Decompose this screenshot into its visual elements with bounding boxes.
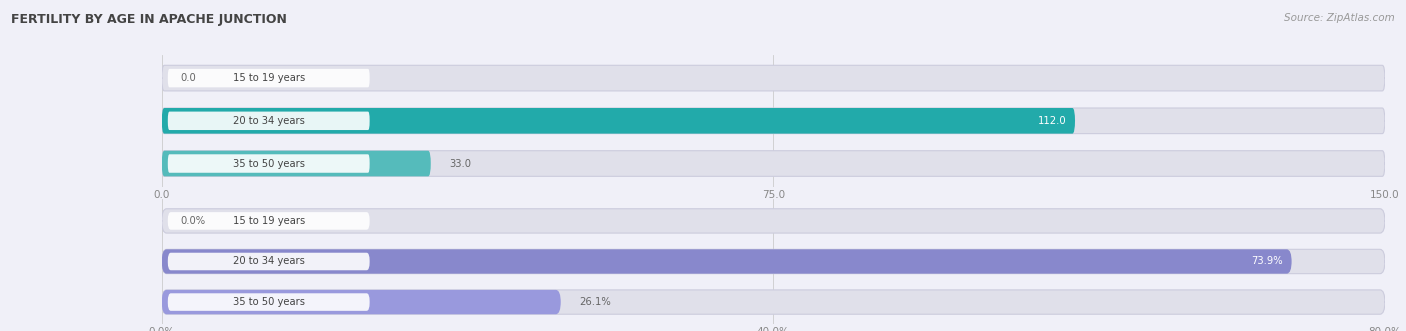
FancyBboxPatch shape: [167, 69, 370, 87]
FancyBboxPatch shape: [162, 249, 1385, 274]
Text: 33.0: 33.0: [449, 159, 471, 168]
FancyBboxPatch shape: [162, 209, 1385, 233]
FancyBboxPatch shape: [162, 249, 1292, 274]
Text: 112.0: 112.0: [1038, 116, 1067, 126]
FancyBboxPatch shape: [162, 108, 1385, 134]
Text: 0.0: 0.0: [180, 73, 195, 83]
FancyBboxPatch shape: [162, 108, 1076, 134]
FancyBboxPatch shape: [167, 154, 370, 173]
Text: 20 to 34 years: 20 to 34 years: [233, 116, 305, 126]
Text: 20 to 34 years: 20 to 34 years: [233, 257, 305, 266]
Text: 26.1%: 26.1%: [579, 297, 610, 307]
Text: 15 to 19 years: 15 to 19 years: [232, 216, 305, 226]
Text: 73.9%: 73.9%: [1251, 257, 1284, 266]
Text: Source: ZipAtlas.com: Source: ZipAtlas.com: [1284, 13, 1395, 23]
Text: 0.0%: 0.0%: [180, 216, 205, 226]
FancyBboxPatch shape: [162, 290, 1385, 314]
Text: FERTILITY BY AGE IN APACHE JUNCTION: FERTILITY BY AGE IN APACHE JUNCTION: [11, 13, 287, 26]
Text: 15 to 19 years: 15 to 19 years: [232, 73, 305, 83]
FancyBboxPatch shape: [167, 112, 370, 130]
FancyBboxPatch shape: [162, 151, 1385, 176]
FancyBboxPatch shape: [162, 65, 1385, 91]
FancyBboxPatch shape: [167, 293, 370, 311]
FancyBboxPatch shape: [167, 253, 370, 270]
Text: 35 to 50 years: 35 to 50 years: [233, 297, 305, 307]
FancyBboxPatch shape: [167, 212, 370, 230]
Text: 35 to 50 years: 35 to 50 years: [233, 159, 305, 168]
FancyBboxPatch shape: [162, 290, 561, 314]
FancyBboxPatch shape: [162, 151, 430, 176]
